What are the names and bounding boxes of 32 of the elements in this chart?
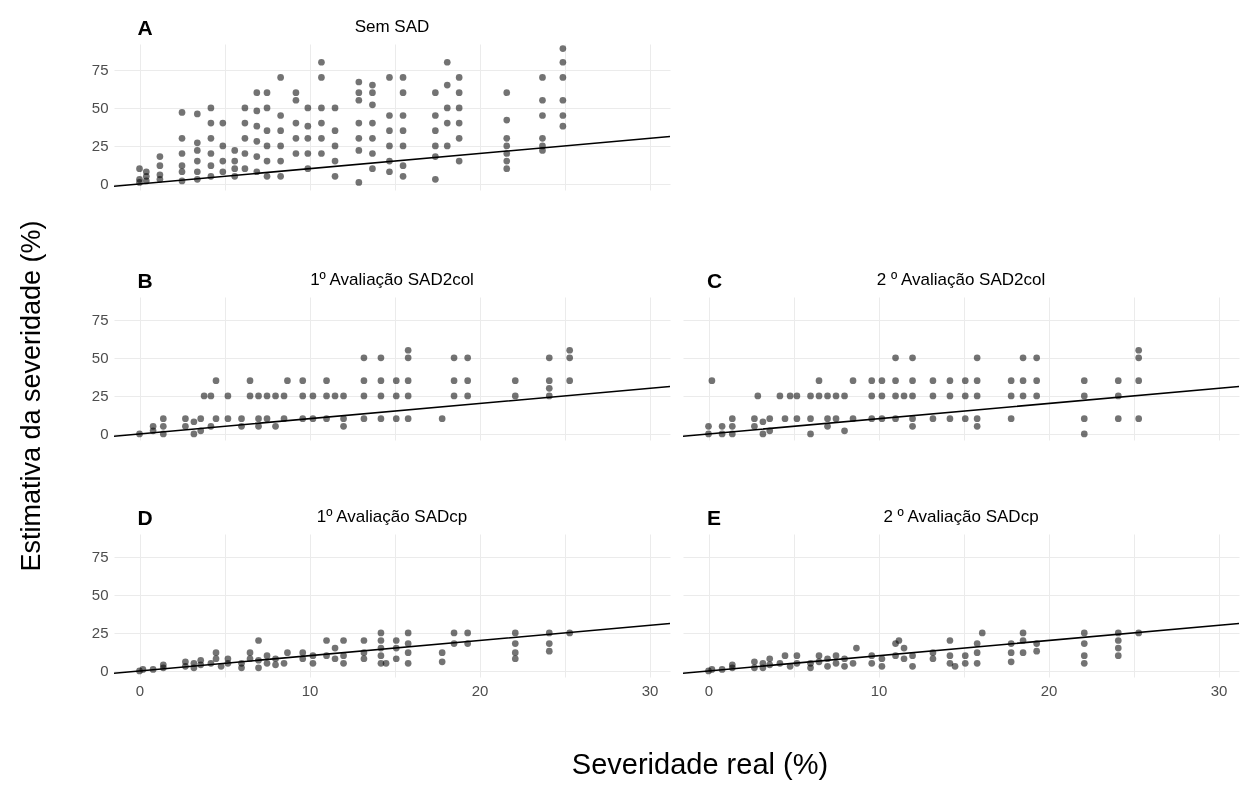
y-tick-label: 25 <box>91 137 108 155</box>
y-axis-title: Estimativa da severidade (%) <box>14 218 47 574</box>
y-tick-label: 25 <box>91 387 108 405</box>
y-tick-label: 75 <box>91 61 108 79</box>
chart-title: 1º Avaliação SADcp <box>316 507 467 526</box>
x-tick-label: 10 <box>870 681 888 699</box>
y-tick-label: 75 <box>91 311 108 329</box>
chart-title: 2 º Avaliação SADcp <box>883 507 1039 526</box>
y-tick-label: 25 <box>91 624 108 642</box>
x-tick-label: 10 <box>301 681 318 699</box>
chart-title: 2 º Avaliação SAD2col <box>876 270 1046 289</box>
y-tick-label: 50 <box>91 349 108 367</box>
y-tick-label: 0 <box>99 425 108 443</box>
y-tick-label: 75 <box>91 548 108 566</box>
y-tick-label: 0 <box>99 662 108 680</box>
text: A <box>137 16 153 40</box>
x-tick-label: 30 <box>1210 681 1228 699</box>
y-tick-label: 50 <box>91 99 108 117</box>
x-axis-title: Severidade real (%) <box>570 748 830 781</box>
y-tick-label: 0 <box>99 175 108 193</box>
x-tick-label: 30 <box>641 681 658 699</box>
x-tick-label: 20 <box>1040 681 1058 699</box>
text: B <box>137 269 153 293</box>
text: D <box>137 506 153 530</box>
chart-title: 1º Avaliação SAD2col <box>309 270 474 289</box>
y-tick-label: 50 <box>91 586 108 604</box>
text: C <box>707 269 723 293</box>
chart-title: Sem SAD <box>354 17 429 36</box>
x-tick-label: 0 <box>704 681 714 699</box>
x-tick-label: 0 <box>135 681 144 699</box>
text: E <box>707 506 722 530</box>
x-tick-label: 20 <box>471 681 488 699</box>
